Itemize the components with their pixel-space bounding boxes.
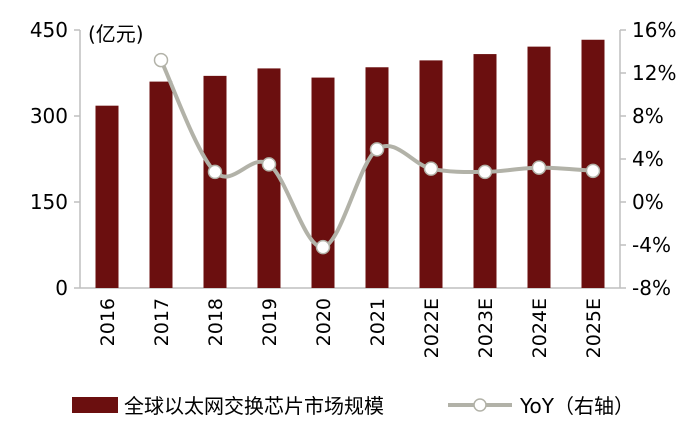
x-tick-label: 2025E <box>583 298 605 358</box>
x-tick-label: 2018 <box>205 298 227 346</box>
bar <box>203 75 227 288</box>
x-tick-label: 2021 <box>367 298 389 346</box>
right-axis-tick-label: -8% <box>632 276 671 300</box>
yoy-marker <box>585 163 601 179</box>
yoy-line-series <box>153 52 601 255</box>
yoy-marker <box>531 160 547 175</box>
right-axis-tick-label: 12% <box>632 61 676 85</box>
yoy-marker <box>423 161 439 176</box>
bar <box>95 105 119 289</box>
x-tick-label: 2017 <box>151 298 173 346</box>
x-tick-label: 2020 <box>313 298 335 346</box>
legend-bar-label: 全球以太网交换芯片市场规模 <box>124 394 384 418</box>
unit-label: (亿元) <box>88 22 144 46</box>
yoy-marker <box>477 164 493 180</box>
bar <box>257 68 281 288</box>
bar <box>365 67 389 289</box>
left-axis-tick-label: 300 <box>30 104 68 128</box>
right-axis-tick-label: 8% <box>632 104 664 128</box>
right-axis-tick-label: 0% <box>632 190 664 214</box>
x-tick-label: 2022E <box>421 298 443 358</box>
left-axis-tick-label: 0 <box>55 276 68 300</box>
left-axis-tick-label: 450 <box>30 18 68 42</box>
yoy-marker <box>369 142 385 157</box>
x-axis-tick-labels: 2016 2017 2018 2019 2020 2021 2022E 2023E 2024E 2… <box>97 298 605 358</box>
yoy-marker <box>261 157 277 172</box>
x-tick-label: 2024E <box>529 298 551 358</box>
right-y-axis: -8% -4% 0% 4% 8% 12% 16% <box>619 18 676 300</box>
bar <box>149 81 173 288</box>
left-axis-tick-label: 150 <box>30 190 68 214</box>
yoy-marker <box>153 52 169 68</box>
x-tick-label: 2019 <box>259 298 281 346</box>
x-tick-label: 2023E <box>475 298 497 358</box>
x-tick-label: 2016 <box>97 298 119 346</box>
legend: 全球以太网交换芯片市场规模 YoY（右轴） <box>72 394 634 418</box>
legend-line-label: YoY（右轴） <box>519 394 634 418</box>
legend-bar-swatch <box>72 397 118 413</box>
legend-line-marker <box>473 398 487 412</box>
right-axis-tick-label: 16% <box>632 18 676 42</box>
right-axis-tick-label: -4% <box>632 233 671 257</box>
yoy-marker <box>315 239 331 255</box>
right-axis-tick-label: 4% <box>632 147 664 171</box>
bar-series <box>95 39 605 289</box>
yoy-marker <box>207 164 223 180</box>
bar <box>311 77 335 288</box>
